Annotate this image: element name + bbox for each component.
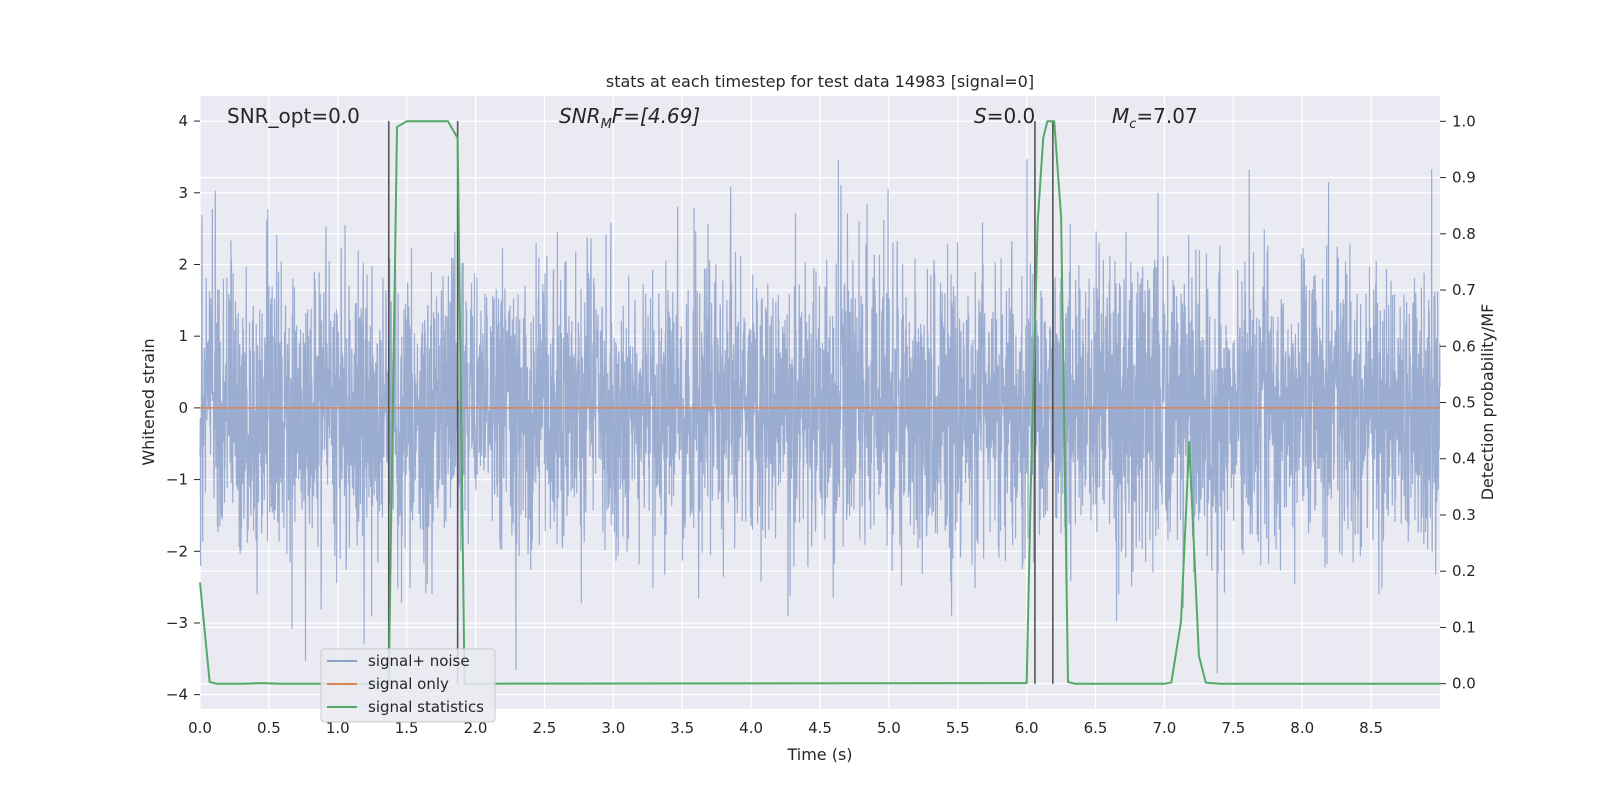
y-tick-label-left: 4 [178,112,188,130]
signal-noise-series [199,159,1441,674]
x-tick-label: 3.5 [670,719,694,737]
annotation-mc-rest: =7.07 [1136,104,1197,128]
y-tick-label-left: −1 [166,471,188,489]
y-tick-label-right: 0.5 [1452,394,1476,412]
y-tick-label-right: 1.0 [1452,112,1476,130]
annotation-snr-mf-rest: F=[4.69] [612,104,700,128]
annotation-mc: Mc=7.07 [1112,104,1198,132]
x-tick-label: 6.5 [1084,719,1108,737]
x-tick-label: 2.5 [533,719,557,737]
signal-statistics-series [199,120,1440,685]
x-tick-label: 1.5 [395,719,419,737]
y-axis-right-label: Detection probability/MF [1478,304,1497,501]
legend-box [320,648,496,723]
x-tick-label: 5.0 [877,719,901,737]
y-tick-label-right: 0.3 [1452,506,1476,524]
y-tick-label-left: 2 [178,255,188,273]
legend-label-signal-only: signal only [368,675,449,693]
x-tick-label: 6.0 [1015,719,1039,737]
annotation-snr-mf-main: SNR [559,104,601,128]
legend-label-signal-noise: signal+ noise [368,652,470,670]
annotation-s-rest: =0.0 [987,104,1036,128]
annotation-snr-mf-sub: M [601,117,612,132]
y-tick-label-right: 0.7 [1452,281,1476,299]
vertical-markers [387,121,1054,684]
y-tick-label-right: 0.2 [1452,562,1476,580]
y-tick-label-right: 0.1 [1452,618,1476,636]
annotation-snr-mf: SNRMF=[4.69] [559,104,700,132]
y-tick-label-right: 0.0 [1452,675,1476,693]
x-tick-label: 0.0 [188,719,212,737]
x-tick-label: 3.0 [601,719,625,737]
x-tick-label: 0.5 [257,719,281,737]
annotation-mc-sub: c [1129,117,1136,132]
x-tick-label: 8.0 [1290,719,1314,737]
y-axis-left-ticks: 4 3 2 1 0 −1 −2 −3 −4 [166,112,200,704]
x-tick-label: 5.5 [946,719,970,737]
x-axis-label: Time (s) [786,745,852,764]
signal-statistics-line [199,120,1440,685]
y-tick-label-left: −4 [166,686,188,704]
x-tick-label: 7.0 [1153,719,1177,737]
y-tick-label-right: 0.6 [1452,337,1476,355]
y-tick-label-right: 0.8 [1452,225,1476,243]
y-tick-label-right: 0.4 [1452,450,1476,468]
y-tick-label-left: −3 [166,614,188,632]
x-tick-label: 1.0 [326,719,350,737]
annotation-snr-opt: SNR_opt=0.0 [227,104,360,128]
y-tick-label-right: 0.9 [1452,169,1476,187]
x-tick-label: 4.5 [808,719,832,737]
y-tick-label-left: 0 [178,399,188,417]
x-tick-label: 2.0 [464,719,488,737]
y-tick-label-left: 3 [178,184,188,202]
legend: signal+ noise signal only signal statist… [320,648,496,723]
y-axis-left-label: Whitened strain [139,338,158,465]
annotation-s: S=0.0 [974,104,1035,128]
x-axis-ticks: 0.0 0.5 1.0 1.5 2.0 2.5 3.0 3.5 4.0 4.5 5.0 5.5 6.0 6… [188,719,1383,737]
legend-label-signal-statistics: signal statistics [368,698,484,716]
annotation-s-main: S [974,104,987,128]
y-axis-right-ticks: 1.0 0.9 0.8 0.7 0.6 0.5 0.4 0.3 0.2 0.1 0.0 [1440,112,1476,693]
y-tick-label-left: −2 [166,542,188,560]
x-tick-label: 7.5 [1221,719,1245,737]
x-tick-label: 8.5 [1359,719,1383,737]
chart-title: stats at each timestep for test data 149… [606,72,1034,91]
y-tick-label-left: 1 [178,327,188,345]
annotation-mc-main: M [1112,104,1129,128]
signal-noise-line [199,159,1441,674]
x-tick-label: 4.0 [739,719,763,737]
